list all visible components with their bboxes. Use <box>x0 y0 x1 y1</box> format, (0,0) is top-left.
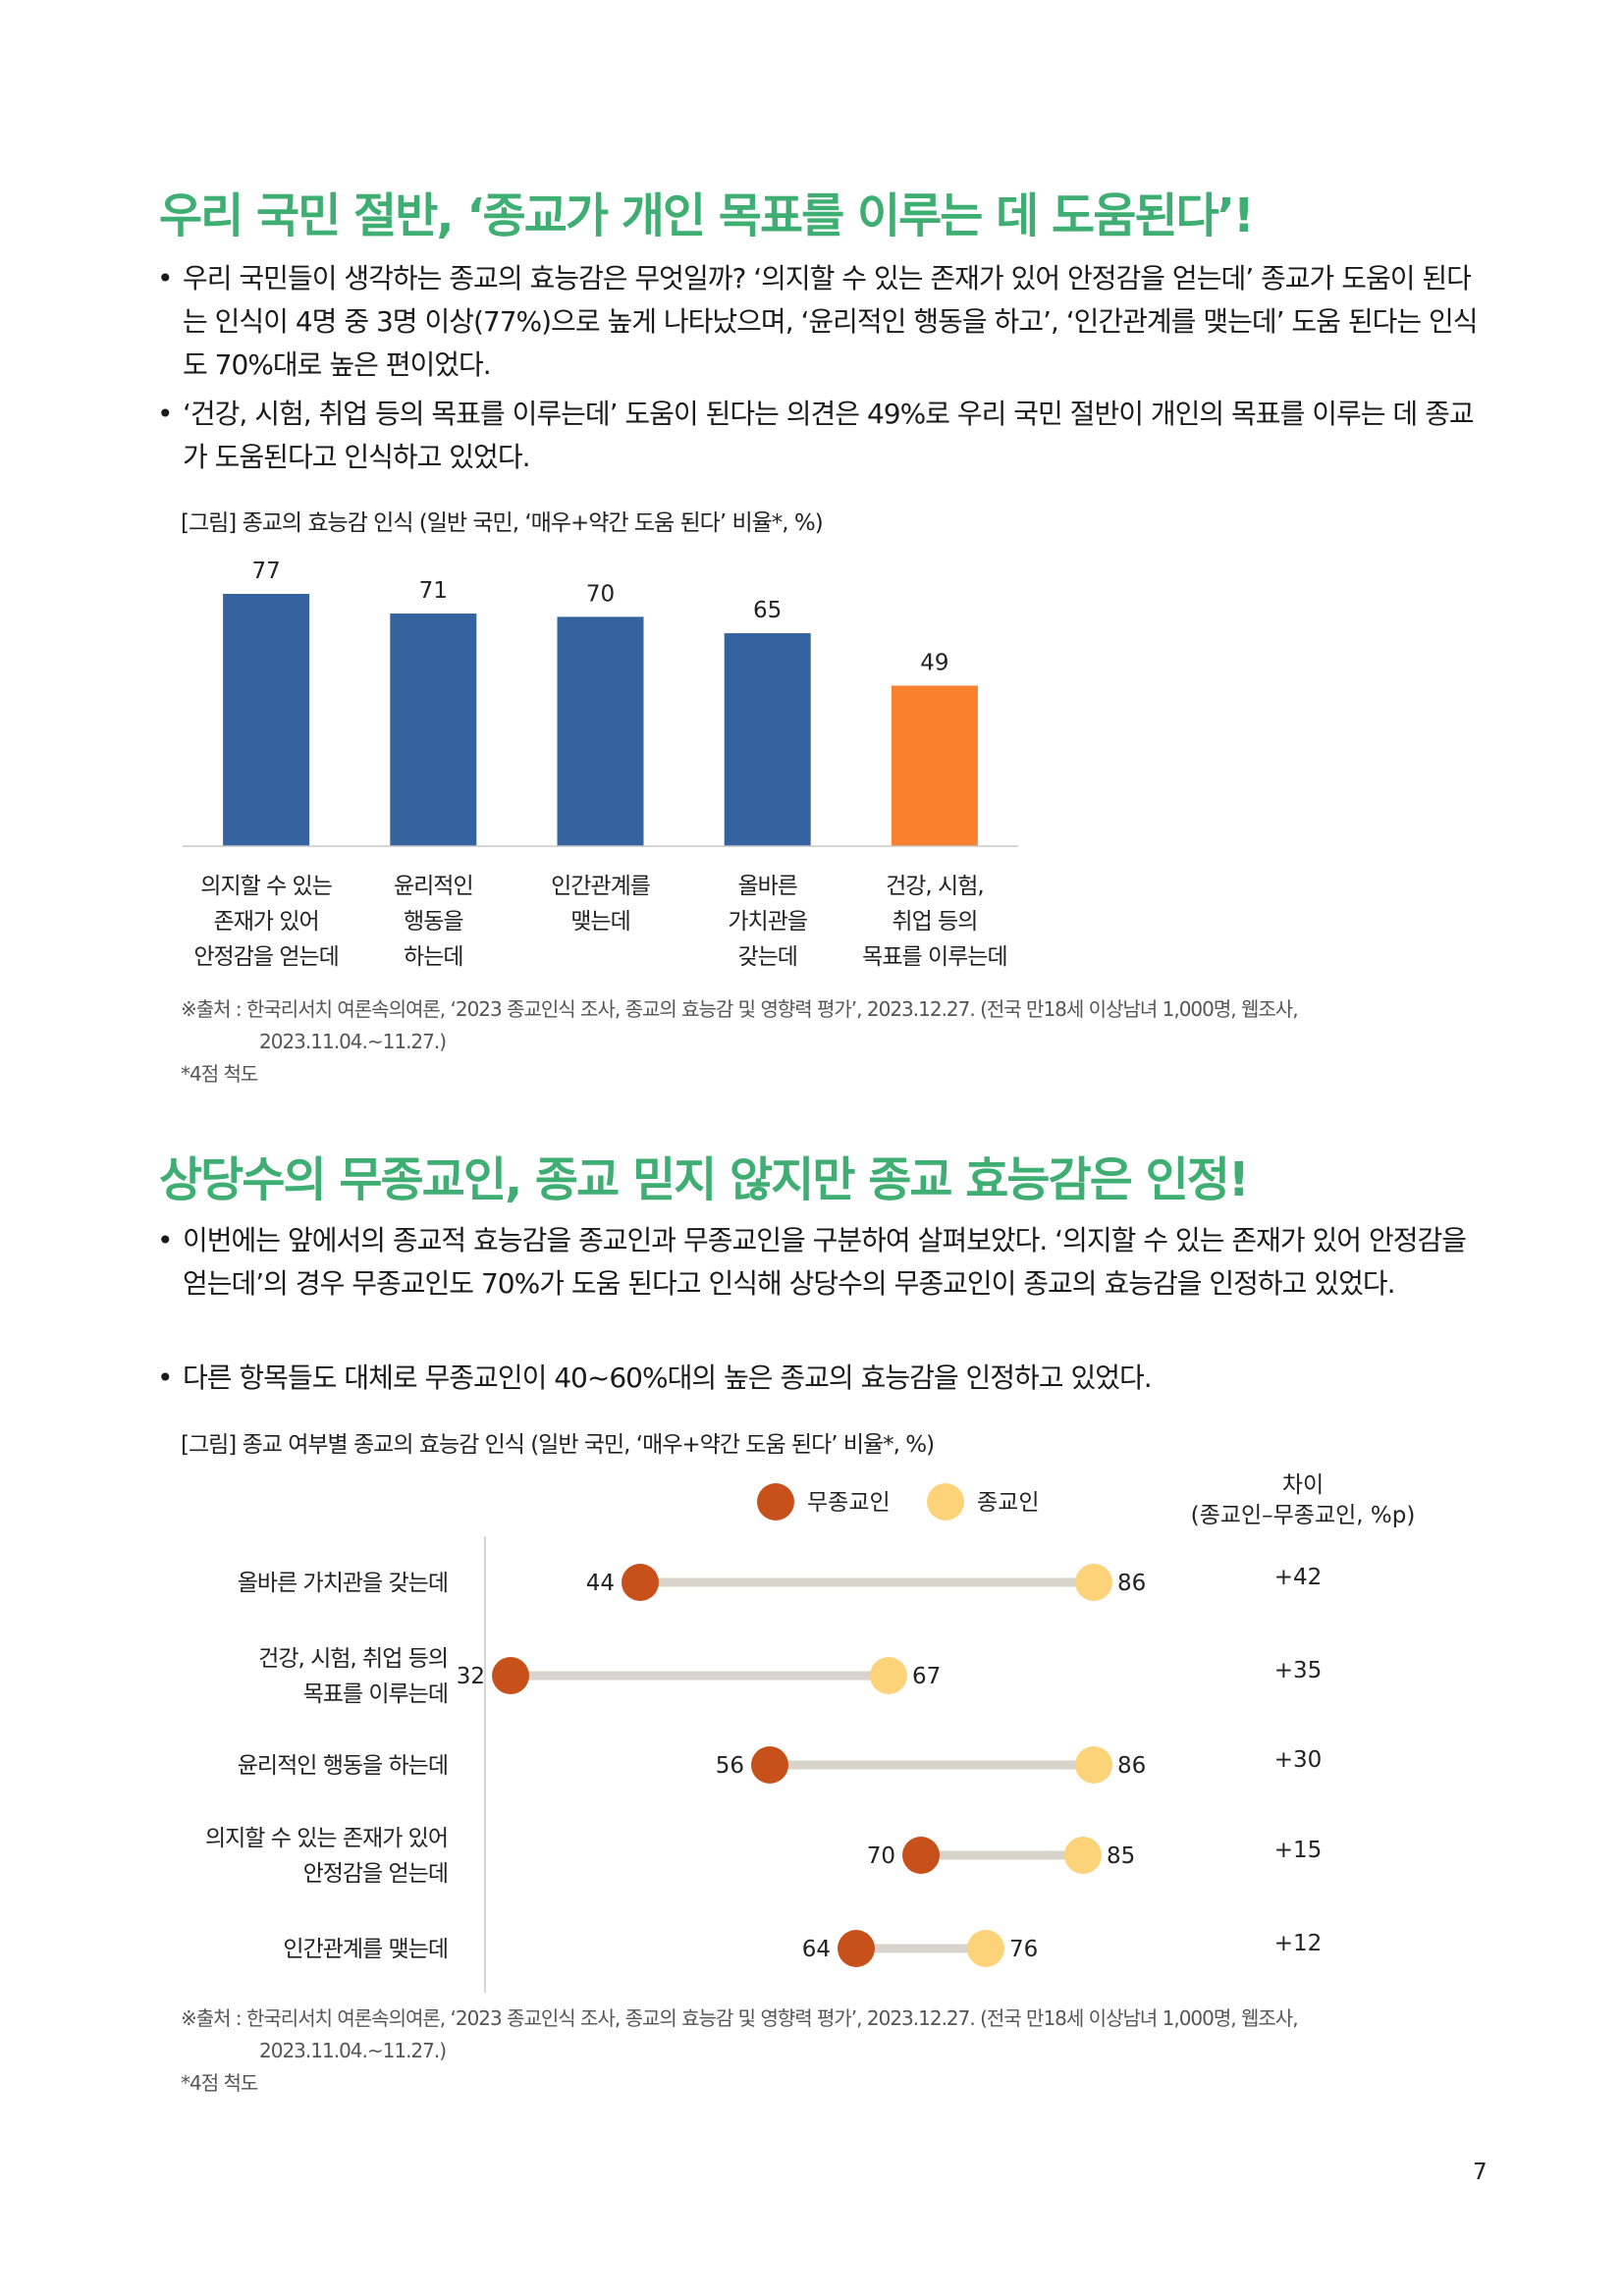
value-label-nonreligious: 56 <box>716 1753 744 1779</box>
source-line-2: 2023.11.04.~11.27.) <box>259 2039 447 2062</box>
value-label-religious: 76 <box>1009 1937 1038 1962</box>
value-label-religious: 85 <box>1107 1843 1135 1869</box>
legend-label-nonreligious: 무종교인 <box>807 1490 891 1516</box>
row-label: 목표를 이루는데 <box>303 1682 448 1707</box>
section2-bullet-2: • 다른 항목들도 대체로 무종교인이 40~60%대의 높은 종교의 효능감을… <box>157 1357 1483 1400</box>
bullet-text: 우리 국민들이 생각하는 종교의 효능감은 무엇일까? ‘의지할 수 있는 존재… <box>183 262 1479 381</box>
bar-1 <box>223 594 310 846</box>
category-label: 하는데 <box>404 944 462 970</box>
source-line-2: 2023.11.04.~11.27.) <box>259 1030 447 1053</box>
category-label: 목표를 이루는데 <box>862 944 1006 970</box>
section2-bullet-1: • 이번에는 앞에서의 종교적 효능감을 종교인과 무종교인을 구분하여 살펴보… <box>157 1219 1483 1306</box>
legend-dot-nonreligious <box>757 1483 794 1521</box>
bullet-text: 다른 항목들도 대체로 무종교인이 40~60%대의 높은 종교의 효능감을 인… <box>183 1362 1153 1394</box>
bullet-text: 이번에는 앞에서의 종교적 효능감을 종교인과 무종교인을 구분하여 살펴보았다… <box>183 1224 1467 1300</box>
category-label: 올바른 <box>737 874 796 899</box>
section1-bullet-1: • 우리 국민들이 생각하는 종교의 효능감은 무엇일까? ‘의지할 수 있는 … <box>157 257 1483 387</box>
diff-value: +42 <box>1274 1565 1323 1590</box>
bullet-text: ‘건강, 시험, 취업 등의 목표를 이루는데’ 도움이 된다는 의견은 49%… <box>183 398 1475 473</box>
dot-religious <box>1064 1837 1102 1874</box>
bar-value-label: 77 <box>251 559 280 584</box>
diff-value: +35 <box>1274 1658 1323 1683</box>
bar-value-label: 65 <box>753 598 782 623</box>
row-label: 윤리적인 행동을 하는데 <box>238 1753 448 1779</box>
category-label: 행동을 <box>404 909 462 934</box>
category-label: 의지할 수 있는 <box>200 874 332 899</box>
page-number: 7 <box>1473 2160 1488 2185</box>
row-label: 안정감을 얻는데 <box>303 1861 448 1887</box>
dot-religious <box>1075 1746 1112 1784</box>
bar-value-label: 71 <box>419 578 448 604</box>
section1-title: 우리 국민 절반, ‘종교가 개인 목표를 이루는 데 도움된다’! <box>159 188 1255 243</box>
diff-value: +30 <box>1274 1747 1323 1773</box>
source-line-1: ※출처 : 한국리서치 여론속의여론, ‘2023 종교인식 조사, 종교의 효… <box>181 2006 1299 2030</box>
bullet-dot: • <box>157 1362 173 1394</box>
category-label: 맺는데 <box>570 909 629 934</box>
category-label: 존재가 있어 <box>214 909 319 934</box>
figure1-caption: [그림] 종교의 효능감 인식 (일반 국민, ‘매우+약간 도움 된다’ 비율… <box>181 510 824 536</box>
dot-nonreligious <box>751 1746 788 1784</box>
value-label-nonreligious: 44 <box>586 1571 615 1596</box>
diff-header-subtitle: (종교인–무종교인, %p) <box>1191 1503 1416 1528</box>
dot-nonreligious <box>838 1930 875 1967</box>
bar-value-label: 49 <box>920 650 948 675</box>
dot-nonreligious <box>902 1837 940 1874</box>
source-line-1: ※출처 : 한국리서치 여론속의여론, ‘2023 종교인식 조사, 종교의 효… <box>181 997 1299 1021</box>
diff-value: +12 <box>1274 1931 1323 1956</box>
value-label-religious: 86 <box>1117 1753 1146 1779</box>
figure1-source: ※출처 : 한국리서치 여론속의여론, ‘2023 종교인식 조사, 종교의 효… <box>181 993 1299 1091</box>
row-label: 인간관계를 맺는데 <box>283 1937 448 1962</box>
legend-dot-religious <box>927 1483 964 1521</box>
dot-religious <box>967 1930 1004 1967</box>
diff-value: +15 <box>1274 1838 1323 1863</box>
row-label: 건강, 시험, 취업 등의 <box>258 1646 448 1672</box>
bullet-dot: • <box>157 1224 173 1256</box>
row-label: 올바른 가치관을 갖는데 <box>238 1571 448 1596</box>
scale-note: *4점 척도 <box>181 1062 258 1086</box>
category-label: 안정감을 얻는데 <box>193 944 338 970</box>
dumbbell-chart: 무종교인 종교인 차이 (종교인–무종교인, %p) 올바른 가치관을 갖는데 44 86 +… <box>205 1472 1416 1993</box>
diff-header-title: 차이 <box>1282 1472 1324 1498</box>
bar-3 <box>557 616 644 846</box>
section2-title: 상당수의 무종교인, 종교 믿지 않지만 종교 효능감은 인정! <box>159 1152 1250 1207</box>
category-label: 가치관을 <box>728 909 807 934</box>
category-label: 취업 등의 <box>892 909 977 934</box>
dot-religious <box>870 1657 907 1694</box>
scale-note: *4점 척도 <box>181 2071 258 2095</box>
bullet-dot: • <box>157 398 173 430</box>
value-label-nonreligious: 70 <box>867 1843 895 1869</box>
value-label-nonreligious: 64 <box>802 1937 831 1962</box>
row-label: 의지할 수 있는 존재가 있어 <box>205 1826 448 1851</box>
figure2-caption: [그림] 종교 여부별 종교의 효능감 인식 (일반 국민, ‘매우+약간 도움… <box>181 1432 935 1458</box>
category-label: 갖는데 <box>737 944 796 970</box>
category-label: 윤리적인 <box>394 874 473 899</box>
figure2-source: ※출처 : 한국리서치 여론속의여론, ‘2023 종교인식 조사, 종교의 효… <box>181 2002 1299 2100</box>
category-label: 인간관계를 <box>551 874 650 899</box>
bar-4 <box>724 633 811 846</box>
legend-label-religious: 종교인 <box>977 1490 1039 1516</box>
dot-religious <box>1075 1564 1112 1601</box>
dot-nonreligious <box>622 1564 659 1601</box>
bar-value-label: 70 <box>586 581 615 607</box>
bullet-dot: • <box>157 262 173 294</box>
bar-2 <box>390 614 477 846</box>
value-label-nonreligious: 32 <box>457 1664 485 1689</box>
dot-nonreligious <box>492 1657 529 1694</box>
category-label: 건강, 시험, <box>886 874 984 899</box>
bar-5 <box>891 685 978 846</box>
value-label-religious: 67 <box>912 1664 941 1689</box>
value-label-religious: 86 <box>1117 1571 1146 1596</box>
section1-bullet-2: • ‘건강, 시험, 취업 등의 목표를 이루는데’ 도움이 된다는 의견은 4… <box>157 393 1483 479</box>
